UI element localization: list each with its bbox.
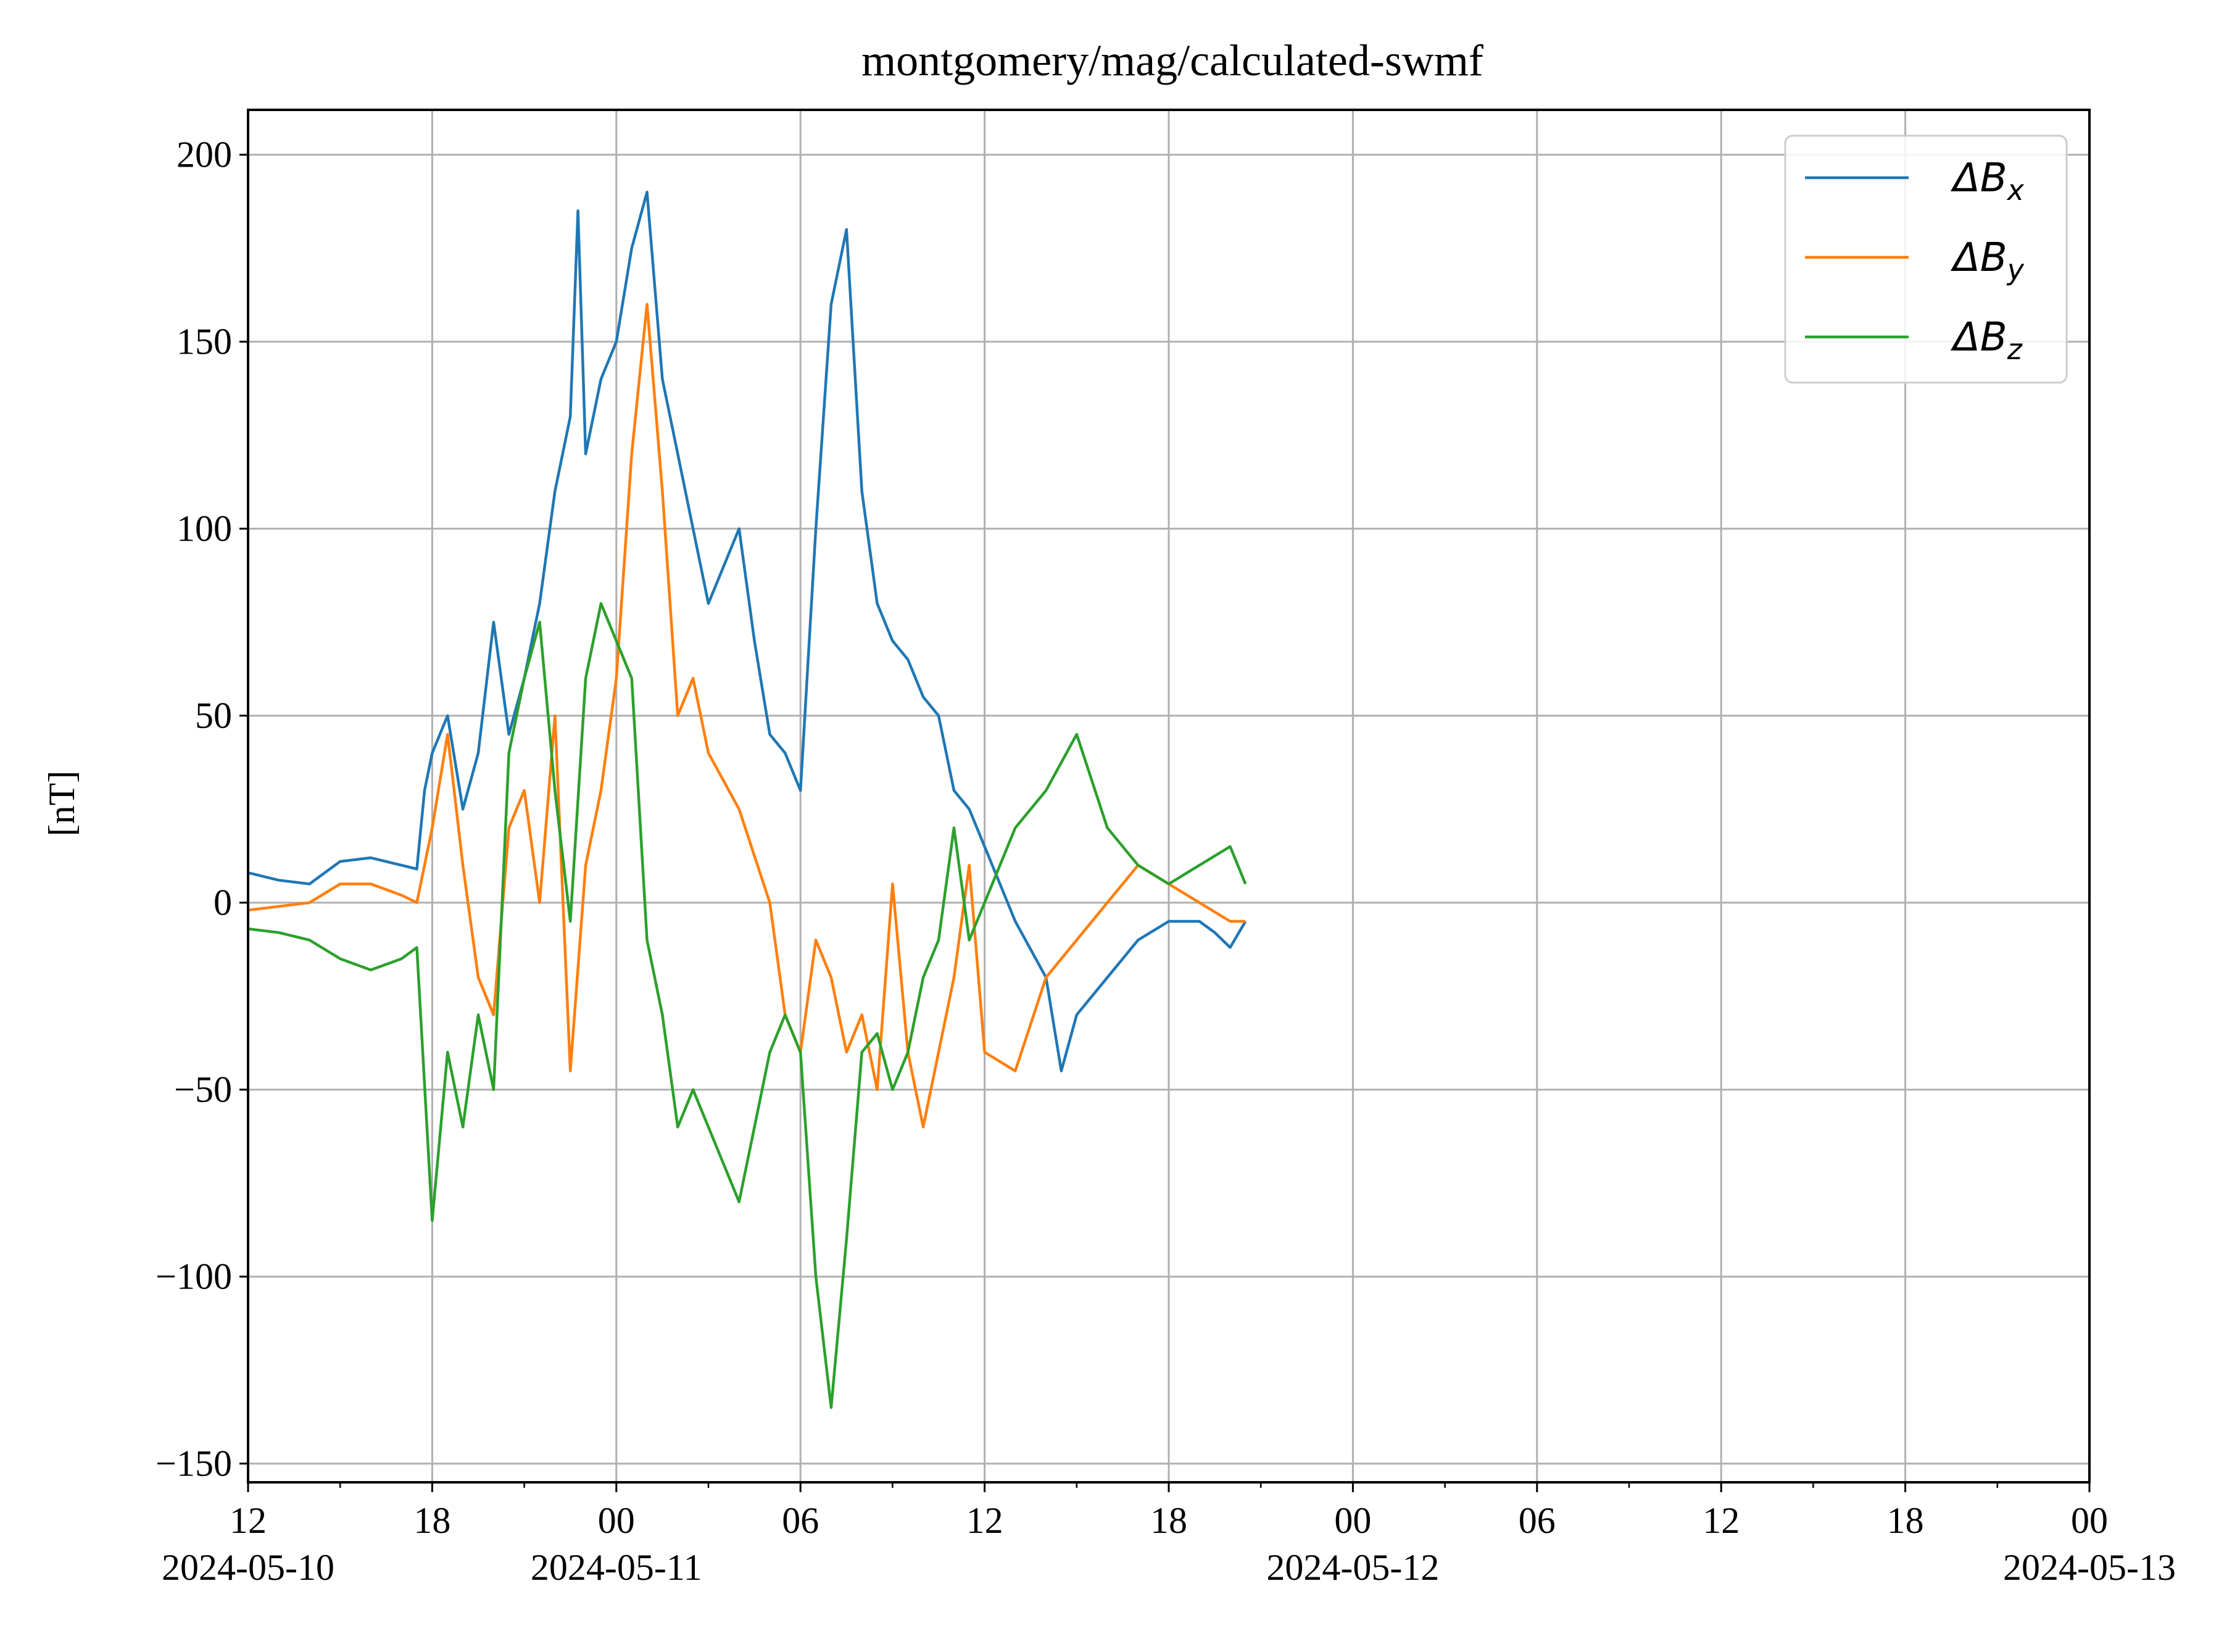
x-tick-label: 12 bbox=[230, 1500, 267, 1541]
y-tick-label: 150 bbox=[176, 322, 232, 362]
y-tick-label: 100 bbox=[176, 508, 232, 549]
legend-label-subscript: z bbox=[2007, 333, 2023, 366]
x-tick-label: 18 bbox=[413, 1500, 450, 1541]
legend-label-name: ΔB bbox=[1950, 156, 2007, 201]
legend-label-z: ΔBz bbox=[1950, 315, 2023, 366]
legend-label-subscript: x bbox=[2006, 173, 2025, 207]
series-line-y bbox=[247, 302, 1246, 1129]
legend-label-subscript: y bbox=[2006, 253, 2025, 286]
x-tick-date-label: 2024-05-11 bbox=[531, 1547, 702, 1588]
x-tick-label: 00 bbox=[598, 1500, 635, 1541]
x-tick-label: 00 bbox=[2071, 1500, 2108, 1541]
x-tick-label: 12 bbox=[966, 1500, 1003, 1541]
y-tick-label: −50 bbox=[174, 1069, 232, 1110]
x-tick-label: 18 bbox=[1150, 1500, 1187, 1541]
y-tick-label: 200 bbox=[176, 135, 232, 175]
legend-label-name: ΔB bbox=[1950, 235, 2007, 281]
x-tick-label: 00 bbox=[1334, 1500, 1371, 1541]
x-tick-label: 06 bbox=[1519, 1500, 1556, 1541]
series-line-z bbox=[247, 602, 1247, 1409]
x-tick-label: 12 bbox=[1703, 1500, 1740, 1541]
series-line-x bbox=[247, 191, 1247, 1073]
plot-series bbox=[247, 191, 1247, 1409]
x-tick-label: 18 bbox=[1887, 1500, 1924, 1541]
y-tick-label: −150 bbox=[156, 1443, 232, 1484]
x-tick-date-label: 2024-05-13 bbox=[2003, 1547, 2176, 1588]
x-tick-date-label: 2024-05-12 bbox=[1266, 1547, 1439, 1588]
legend-box bbox=[1784, 135, 2068, 384]
x-axis-ticks: 12 2024-05-10 18 00 2024-05-11 06 12 18 00 2024-0… bbox=[162, 1482, 2176, 1588]
chart-title: montgomery/mag/calculated-swmf bbox=[861, 36, 1483, 85]
y-axis-ticks: 200 150 100 50 0 −50 −100 −150 bbox=[156, 135, 248, 1484]
legend-label-name: ΔB bbox=[1950, 315, 2007, 360]
y-axis-label: [nT] bbox=[41, 771, 82, 837]
y-tick-label: −100 bbox=[156, 1256, 232, 1297]
x-tick-date-label: 2024-05-10 bbox=[162, 1547, 334, 1588]
y-tick-label: 50 bbox=[195, 695, 232, 736]
legend-label-y: ΔBy bbox=[1950, 235, 2025, 286]
legend-label-x: ΔBx bbox=[1950, 156, 2025, 207]
y-tick-label: 0 bbox=[214, 882, 232, 923]
x-tick-label: 06 bbox=[782, 1500, 819, 1541]
